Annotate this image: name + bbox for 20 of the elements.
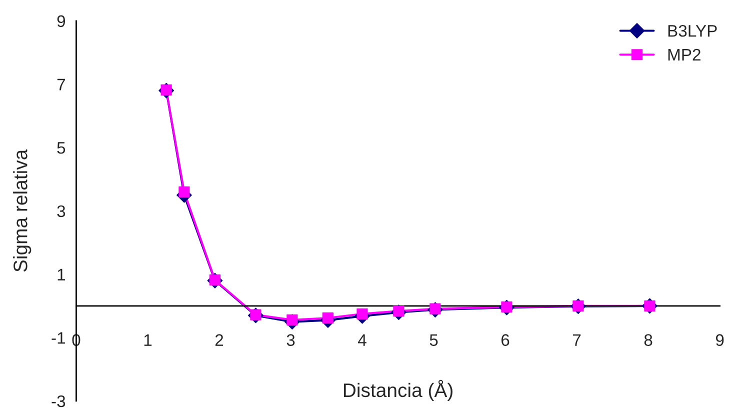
y-tick-label: 3 — [57, 205, 66, 218]
x-tick-label: 3 — [286, 334, 295, 346]
y-tick-label: -3 — [52, 395, 66, 408]
y-tick-label: 5 — [57, 142, 66, 154]
y-tick-label: 9 — [57, 15, 66, 28]
x-tick-label: 1 — [144, 334, 152, 346]
y-tick-label: -1 — [52, 332, 66, 344]
y-tick-label: 7 — [57, 78, 65, 90]
x-tick-label: 9 — [716, 334, 724, 346]
x-tick-label: 8 — [644, 334, 652, 346]
x-tick-label: 7 — [573, 334, 581, 346]
legend-label: MP2 — [668, 48, 700, 60]
x-tick-label: 2 — [215, 334, 224, 346]
x-tick-label: 4 — [358, 334, 366, 346]
y-axis-title: Sigma relativa — [13, 149, 32, 272]
y-tick-label: 1 — [58, 268, 66, 280]
x-axis-title: Distancia (Å) — [344, 380, 452, 401]
x-tick-label: 5 — [430, 334, 438, 346]
legend-label: B3LYP — [668, 24, 717, 37]
x-tick-label: 6 — [501, 334, 510, 346]
